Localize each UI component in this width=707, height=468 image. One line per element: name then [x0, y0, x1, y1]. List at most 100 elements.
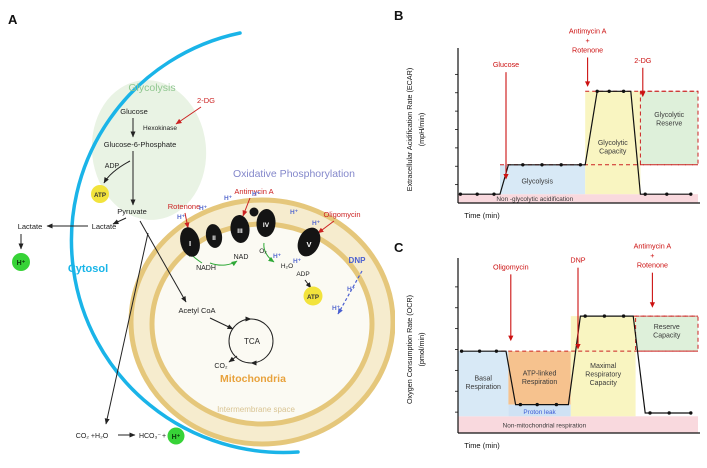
co2-export-arrow — [104, 232, 149, 425]
data-line — [460, 90, 691, 195]
data-point — [559, 163, 563, 167]
hplus-ion-label: H⁺ — [273, 253, 282, 260]
complex-i-label: I — [189, 239, 191, 248]
complex-ii-label: II — [212, 235, 216, 242]
tca-label: TCA — [244, 337, 261, 346]
data-point — [535, 402, 539, 407]
h2o-label: H₂O — [281, 263, 293, 270]
oxphos-title: Oxidative Phosphorylation — [233, 168, 355, 180]
pyruvate-to-lactate-arrow — [112, 217, 127, 225]
y-axis-label: Extracellular Acidification Rate (ECAR) — [405, 68, 414, 191]
x-axis-label: Time (min) — [464, 211, 500, 220]
chart-region — [508, 351, 571, 405]
region-label: Non -glycolytic acidification — [496, 196, 573, 203]
acetylcoa-to-tca-arrow — [209, 317, 234, 330]
injection-label: Oligomycin — [493, 262, 529, 271]
data-point — [458, 192, 463, 196]
injection-arrowhead — [575, 344, 581, 350]
panel-c-letter: C — [394, 240, 404, 255]
atp-badge-glycolysis — [91, 185, 109, 203]
injection-label: Antimycin A — [634, 242, 672, 251]
tca-cycle-arc-right — [250, 318, 274, 366]
data-point — [621, 314, 626, 318]
injection-label: Rotenone — [637, 261, 668, 270]
cytochrome-c-blob — [249, 207, 259, 217]
region-label: Capacity — [599, 148, 627, 155]
data-line — [461, 315, 691, 414]
injection-arrowhead — [649, 302, 655, 308]
hplus-ion-label: H⁺ — [224, 195, 233, 202]
hplus-ion-label: H⁺ — [252, 191, 261, 198]
glucose-label: Glucose — [120, 107, 148, 116]
hplus-lactate-label: H⁺ — [17, 260, 26, 267]
y-axis-units: (pmol/min) — [417, 333, 426, 367]
region-label: Reserve — [656, 120, 682, 127]
hplus-badge-lactate — [12, 253, 30, 271]
region-label: Respiration — [465, 384, 501, 391]
region-label: Glycolytic — [598, 140, 628, 147]
hplus-ion-label: H⁺ — [312, 220, 321, 227]
g6p-label: Glucose-6-Phosphate — [104, 140, 177, 149]
antimycin-inhibition-arrow — [242, 197, 251, 217]
rotenone-inhibition-arrow — [184, 212, 190, 229]
region-label: Glycolysis — [521, 179, 553, 186]
tca-cycle-arc-left — [228, 316, 252, 364]
region-label: Reserve — [654, 324, 680, 331]
region-label: Non-mitochondrial respiration — [503, 422, 587, 429]
data-point — [665, 192, 669, 196]
chart-region — [639, 90, 699, 166]
adp-to-atp-arrow — [103, 160, 131, 184]
data-point — [689, 192, 693, 196]
region-label: Basal — [474, 376, 492, 383]
data-point — [492, 192, 496, 196]
bicarbonate-right-label: HCO₃⁻ — [139, 433, 161, 440]
hplus-ion-label: H⁺ — [332, 305, 341, 312]
2dg-label: 2-DG — [197, 96, 215, 105]
injection-label: + — [650, 251, 654, 260]
o2-label: O₂ — [259, 248, 267, 255]
complex-iii-blob — [230, 215, 250, 243]
adp-glycolysis-label: ADP — [105, 163, 120, 170]
data-point — [578, 163, 583, 167]
panel-b-ecar-chart: B Non -glycolytic acidification Glycolysi… — [394, 8, 700, 220]
complex-ii-blob — [205, 224, 223, 248]
lactate-inside-label: Lactate — [92, 222, 117, 231]
injection-label: Antimycin A — [569, 26, 607, 35]
atp-glycolysis-label: ATP — [94, 192, 106, 199]
hplus-ion-label: H⁺ — [347, 286, 356, 293]
chart-region — [458, 351, 509, 417]
injection-label: 2-DG — [634, 56, 652, 65]
injection-label: + — [585, 36, 589, 45]
co2-label: CO₂ — [214, 363, 228, 370]
data-point — [494, 349, 499, 353]
nad-label: NAD — [234, 254, 249, 261]
complex-iv-blob — [256, 209, 276, 237]
panel-b-letter: B — [394, 8, 403, 23]
bicarbonate-plus-label: + — [162, 433, 166, 440]
adp-to-atp-synthase-arrow — [304, 279, 312, 289]
atp-badge-oxphos — [303, 286, 323, 306]
adp-oxphos-label: ADP — [296, 271, 309, 278]
oligomycin-inhibition-arrow — [317, 220, 335, 234]
data-point — [521, 163, 525, 167]
chart-region — [508, 404, 571, 417]
injection-arrowhead — [503, 173, 509, 180]
complex-i-blob — [180, 227, 200, 257]
cytosol-label: Cytosol — [68, 263, 108, 275]
data-point — [583, 314, 587, 318]
region-label: Capacity — [590, 380, 618, 387]
pyruvate-label: Pyruvate — [117, 207, 147, 216]
data-point — [648, 411, 652, 415]
data-point — [667, 411, 671, 415]
nadh-to-nad-arrow — [209, 260, 238, 267]
region-label: ATP-linked — [523, 371, 557, 378]
data-point — [475, 192, 479, 196]
2dg-inhibition-arrow — [175, 106, 202, 125]
mitochondria-label: Mitochondria — [220, 373, 286, 385]
region-label: Proton leak — [523, 409, 556, 416]
chart-region — [635, 315, 699, 352]
intermembrane-space-label: Intermembrane space — [217, 405, 295, 414]
dnp-label: DNP — [349, 256, 367, 265]
panel-a-letter: A — [8, 12, 18, 27]
